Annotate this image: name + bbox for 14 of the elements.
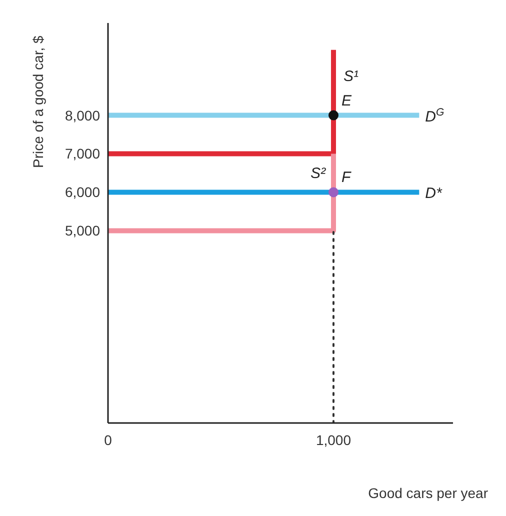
y-tick-label: 7,000: [64, 146, 100, 162]
y-tick-label: 6,000: [64, 184, 100, 200]
annotation: E: [341, 92, 352, 110]
series-label: S²: [310, 165, 326, 182]
x-tick-label: 0: [104, 432, 112, 448]
y-axis-title: Price of a good car, $: [30, 35, 46, 168]
series-label: S¹: [343, 68, 358, 85]
y-tick-label: 5,000: [64, 222, 100, 239]
x-tick-label: 1,000: [316, 432, 352, 448]
x-axis-title: Good cars per year: [368, 485, 488, 501]
series-label: D$^{G}$: [425, 106, 444, 126]
y-tick-label: 8,000: [64, 107, 100, 124]
annotation: F: [341, 169, 352, 186]
series-label: D*: [425, 185, 444, 202]
